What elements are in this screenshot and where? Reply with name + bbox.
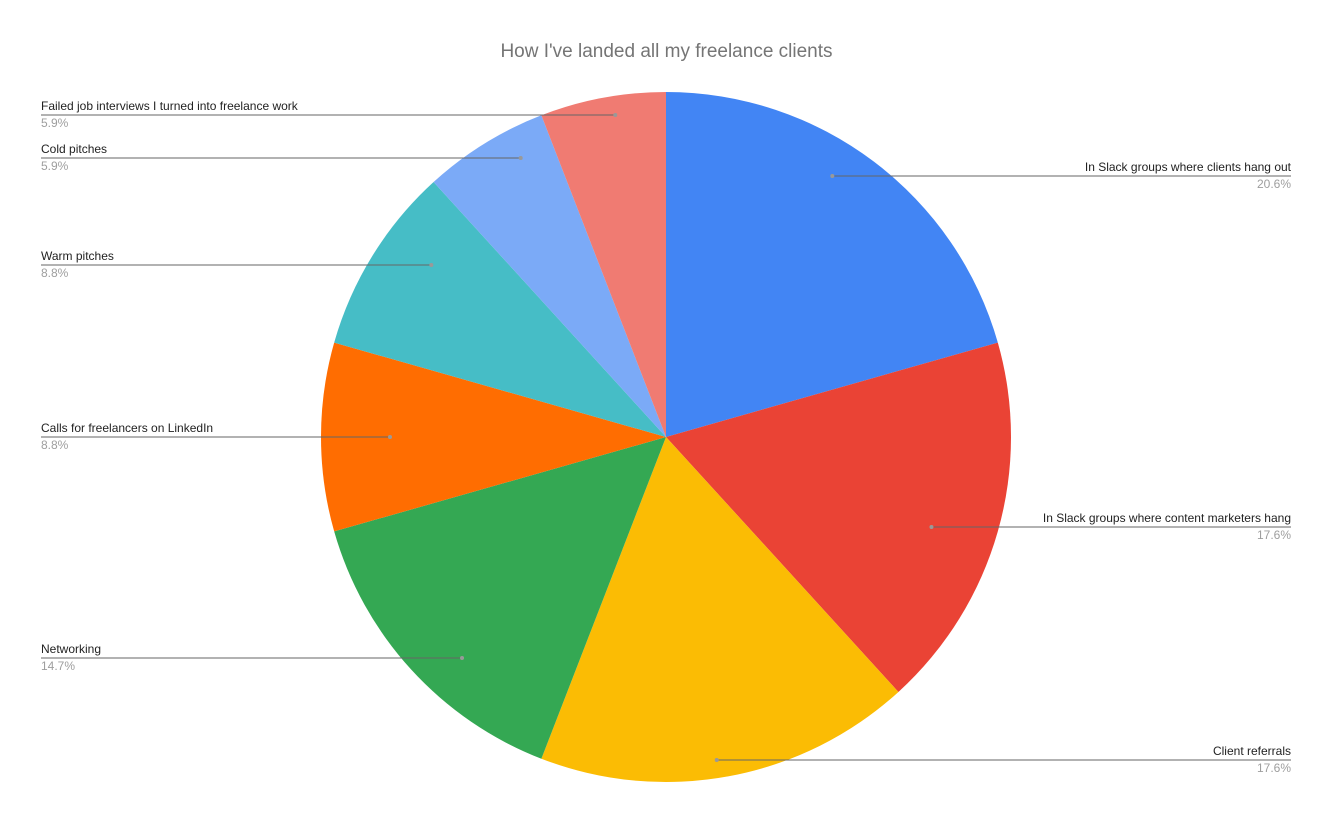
leader-dot xyxy=(929,525,934,529)
data-label: Failed job interviews I turned into free… xyxy=(41,99,298,130)
leader-dot xyxy=(429,263,434,267)
pie-slice[interactable] xyxy=(541,437,899,782)
slice-label: Failed job interviews I turned into free… xyxy=(41,99,298,113)
leader-dot xyxy=(460,656,465,660)
leader-dot xyxy=(714,758,719,762)
slice-label: In Slack groups where clients hang out xyxy=(1084,160,1291,174)
chart-title: How I've landed all my freelance clients xyxy=(500,41,833,62)
data-label: Calls for freelancers on LinkedIn 8.8% xyxy=(41,421,213,452)
slice-label: Networking xyxy=(41,642,102,656)
slice-label: In Slack groups where content marketers … xyxy=(1042,511,1291,525)
data-label: In Slack groups where clients hang out 20… xyxy=(1085,160,1291,191)
slice-percent: 17.6% xyxy=(1256,528,1291,542)
pie-slice[interactable] xyxy=(334,437,666,759)
slice-percent: 20.6% xyxy=(1256,177,1291,191)
data-label: Client referrals 17.6% xyxy=(1213,744,1291,775)
pie-slice[interactable] xyxy=(541,92,666,437)
slice-label: Warm pitches xyxy=(41,249,114,263)
slice-percent: 17.6% xyxy=(1256,761,1291,775)
slice-percent: 8.8% xyxy=(41,266,69,280)
slice-label: Cold pitches xyxy=(41,142,108,156)
leader-dot xyxy=(388,435,392,439)
pie-slice[interactable] xyxy=(321,342,666,532)
slice-percent: 8.8% xyxy=(41,438,69,452)
slice-label: Calls for freelancers on LinkedIn xyxy=(41,421,214,435)
pie-slice[interactable] xyxy=(666,342,1011,692)
data-label: Networking 14.7% xyxy=(41,642,101,673)
leader-dot xyxy=(830,174,835,178)
slice-percent: 5.9% xyxy=(41,159,69,173)
leader-dot xyxy=(518,156,523,160)
slice-percent: 14.7% xyxy=(41,659,76,673)
slice-percent: 5.9% xyxy=(41,116,69,130)
pie-slice[interactable] xyxy=(334,182,666,437)
pie-slice[interactable] xyxy=(433,115,666,437)
slice-label: Client referrals xyxy=(1212,744,1291,758)
data-label: Warm pitches 8.8% xyxy=(41,249,114,280)
data-label: Cold pitches 5.9% xyxy=(41,142,107,173)
leader-dot xyxy=(613,113,618,117)
data-label: In Slack groups where content marketers … xyxy=(1043,511,1291,542)
pie-slice[interactable] xyxy=(666,92,998,437)
